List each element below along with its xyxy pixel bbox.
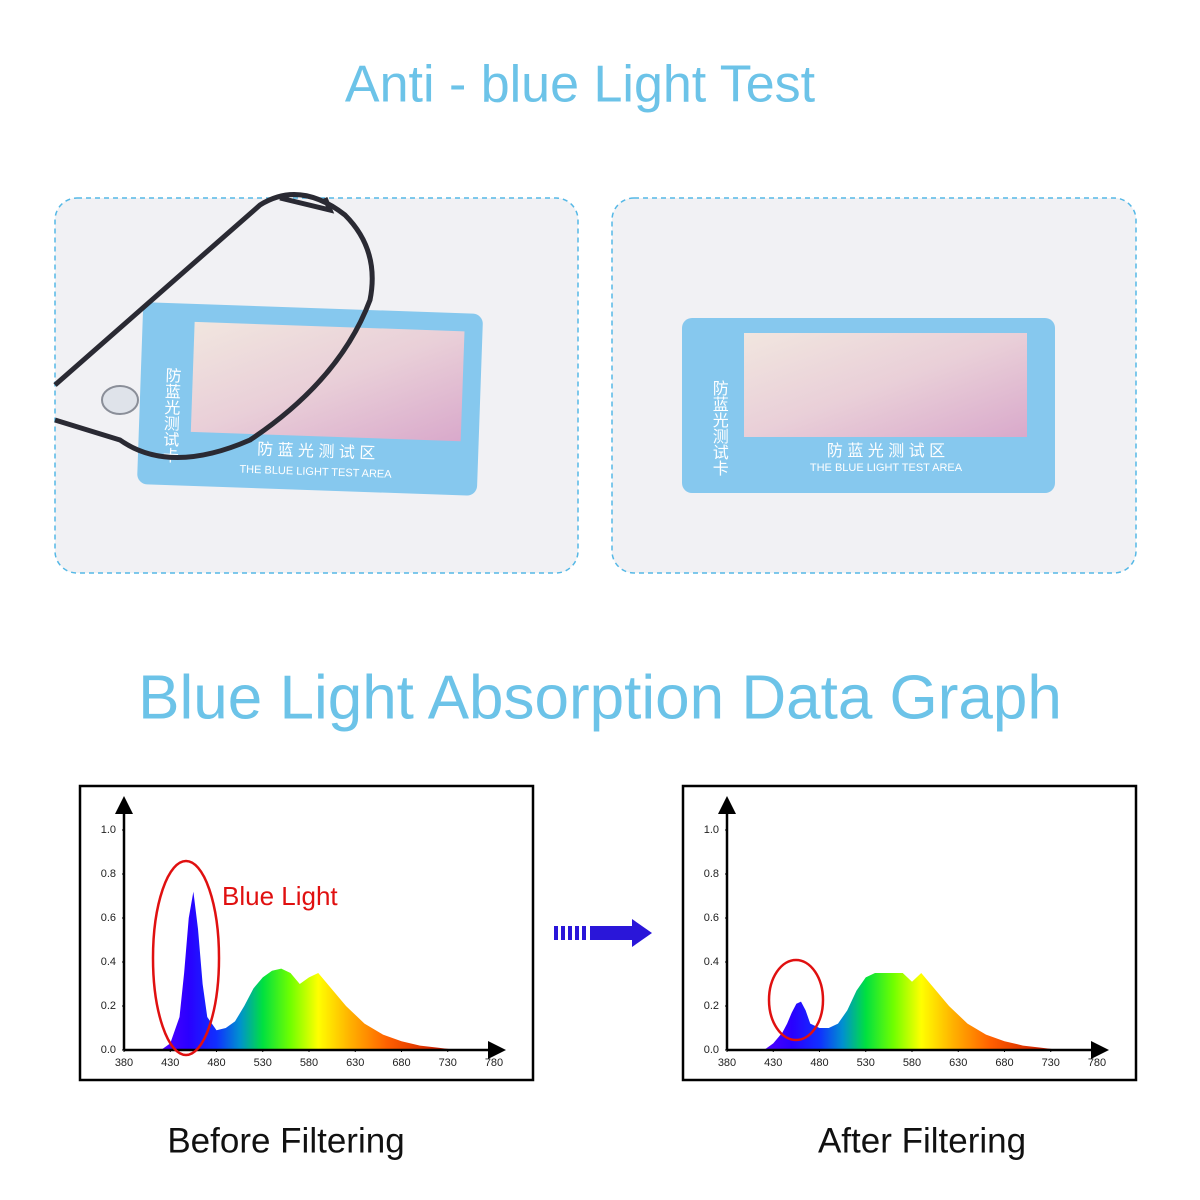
highlight-ellipse — [151, 859, 221, 1057]
card-heading: 防 蓝 光 测 试 区 — [257, 440, 376, 462]
y-tick-label: 0.6 — [101, 912, 116, 924]
highlight-ellipse — [767, 958, 825, 1042]
test-card: 防蓝光测试卡 防 蓝 光 测 试 区 THE BLUE LIGHT TEST A… — [137, 302, 483, 496]
x-tick-label: 680 — [995, 1057, 1013, 1069]
card-vertical-text: 防蓝光测试卡 — [710, 380, 729, 476]
y-tick-label: 1.0 — [101, 824, 116, 836]
y-tick-label: 0.2 — [704, 1000, 719, 1012]
card-window — [744, 333, 1027, 437]
y-tick-label: 0.2 — [101, 1000, 116, 1012]
y-tick-label: 0.0 — [704, 1044, 719, 1056]
section-title: Blue Light Absorption Data Graph — [138, 663, 1062, 732]
x-tick-label: 780 — [1088, 1057, 1106, 1069]
y-tick-label: 0.0 — [101, 1044, 116, 1056]
x-tick-label: 430 — [161, 1057, 179, 1069]
x-tick-label: 530 — [857, 1057, 875, 1069]
y-axis-arrow — [718, 796, 736, 814]
x-axis-arrow — [488, 1041, 506, 1059]
y-tick-label: 0.4 — [101, 956, 116, 968]
card-window — [190, 321, 465, 442]
card-caption: THE BLUE LIGHT TEST AREA — [239, 463, 392, 480]
x-tick-label: 380 — [115, 1057, 133, 1069]
y-tick-label: 0.8 — [704, 868, 719, 880]
y-tick-label: 1.0 — [704, 824, 719, 836]
y-tick-label: 0.8 — [101, 868, 116, 880]
x-tick-label: 580 — [300, 1057, 318, 1069]
x-tick-label: 730 — [439, 1057, 457, 1069]
glasses-temple — [279, 195, 335, 214]
annotation: Blue Light — [222, 881, 338, 911]
chart-caption: Before Filtering — [167, 1121, 404, 1160]
transition-arrow — [554, 919, 652, 947]
x-tick-label: 780 — [485, 1057, 503, 1069]
x-tick-label: 480 — [207, 1057, 225, 1069]
y-tick-label: 0.4 — [704, 956, 719, 968]
x-tick-label: 730 — [1042, 1057, 1060, 1069]
x-tick-label: 480 — [810, 1057, 828, 1069]
glasses-frame — [53, 192, 375, 460]
x-tick-label: 530 — [254, 1057, 272, 1069]
card-heading: 防 蓝 光 测 试 区 — [827, 442, 945, 460]
nose-pad — [101, 385, 139, 415]
page-title: Anti - blue Light Test — [345, 56, 816, 114]
y-axis-arrow — [115, 796, 133, 814]
x-axis-arrow — [1091, 1041, 1109, 1059]
x-tick-label: 580 — [903, 1057, 921, 1069]
chart-caption: After Filtering — [818, 1121, 1026, 1160]
spectrum-area — [161, 891, 457, 1050]
spectrum-area — [764, 973, 1060, 1050]
x-tick-label: 430 — [764, 1057, 782, 1069]
y-tick-label: 0.6 — [704, 912, 719, 924]
x-tick-label: 630 — [949, 1057, 967, 1069]
card-caption: THE BLUE LIGHT TEST AREA — [810, 462, 963, 474]
glasses — [53, 192, 375, 460]
x-tick-label: 680 — [392, 1057, 410, 1069]
test-card: 防蓝光测试卡 防 蓝 光 测 试 区 THE BLUE LIGHT TEST A… — [682, 318, 1055, 493]
x-tick-label: 380 — [718, 1057, 736, 1069]
card-vertical-text: 防蓝光测试卡 — [159, 367, 181, 464]
x-tick-label: 630 — [346, 1057, 364, 1069]
